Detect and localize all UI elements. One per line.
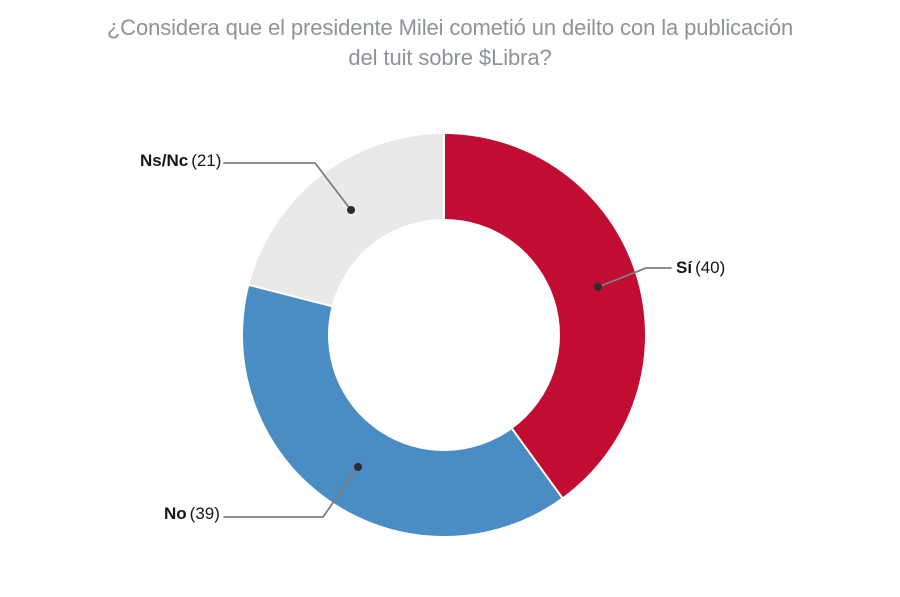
label-ns-nc-value: (21) [191, 151, 222, 170]
leader-line-no [223, 466, 359, 518]
leader-line-ns-nc [223, 162, 352, 211]
segment-separator [510, 427, 564, 500]
leader-dot-si [594, 283, 602, 291]
donut-segment-ns-nc [249, 134, 444, 307]
label-no-value: (39) [189, 504, 220, 523]
label-ns-nc: Ns/Nc (21) [140, 152, 221, 169]
leader-line-si [597, 267, 672, 288]
donut-segments [243, 134, 645, 536]
donut-segment-no [243, 285, 563, 536]
label-ns-nc-name: Ns/Nc [140, 151, 189, 170]
label-si: Sí (40) [676, 259, 725, 276]
callout-leaders [223, 162, 672, 518]
donut-segment-si [444, 134, 645, 498]
label-no: No (39) [164, 505, 220, 522]
chart-title: ¿Considera que el presidente Milei comet… [0, 13, 900, 73]
chart-title-line1: ¿Considera que el presidente Milei comet… [106, 15, 794, 40]
segment-separator [248, 283, 333, 308]
chart-title-line2: del tuit sobre $Libra? [348, 45, 552, 70]
leader-dot-ns-nc [347, 206, 355, 214]
label-si-value: (40) [695, 258, 726, 277]
leader-dot-no [354, 463, 362, 471]
segment-separators [248, 133, 564, 500]
label-si-name: Sí [676, 258, 693, 277]
label-no-name: No [164, 504, 187, 523]
